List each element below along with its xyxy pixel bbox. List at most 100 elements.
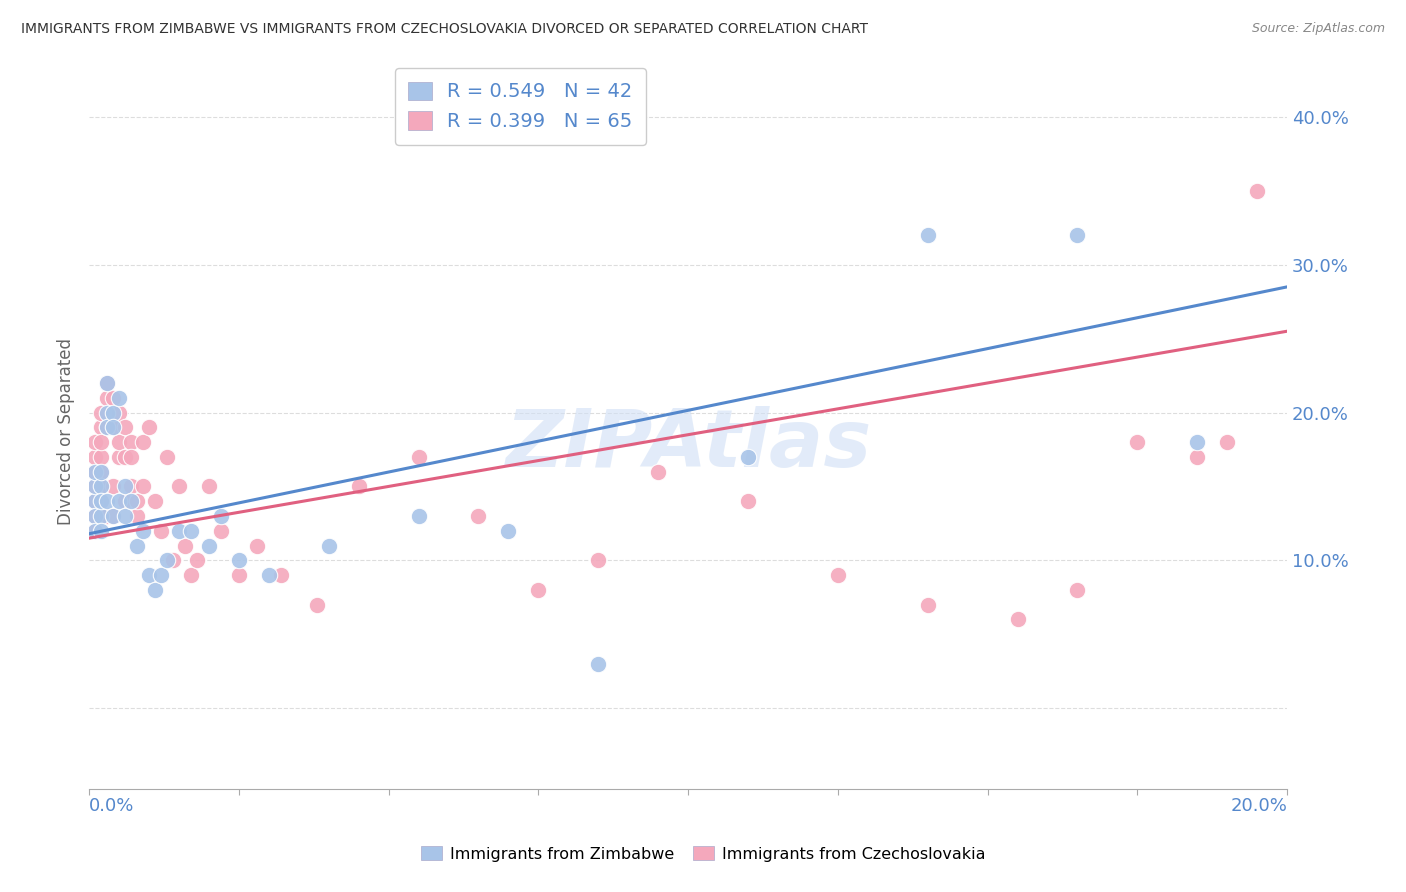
Text: 0.0%: 0.0%	[89, 797, 135, 815]
Point	[101, 420, 124, 434]
Point	[120, 494, 142, 508]
Point	[101, 420, 124, 434]
Text: 20.0%: 20.0%	[1230, 797, 1286, 815]
Point	[1216, 435, 1239, 450]
Point	[125, 539, 148, 553]
Point	[156, 553, 179, 567]
Point	[108, 391, 131, 405]
Point	[90, 450, 112, 464]
Point	[132, 435, 155, 450]
Point	[156, 450, 179, 464]
Point	[114, 479, 136, 493]
Point	[138, 420, 160, 434]
Point	[1187, 450, 1209, 464]
Point	[84, 508, 107, 523]
Point	[198, 479, 221, 493]
Point	[96, 420, 118, 434]
Point	[318, 539, 340, 553]
Point	[180, 568, 202, 582]
Point	[125, 494, 148, 508]
Point	[180, 524, 202, 538]
Point	[84, 524, 107, 538]
Point	[228, 568, 250, 582]
Point	[527, 582, 550, 597]
Point	[101, 479, 124, 493]
Point	[114, 508, 136, 523]
Point	[143, 494, 166, 508]
Legend: R = 0.549   N = 42, R = 0.399   N = 65: R = 0.549 N = 42, R = 0.399 N = 65	[395, 68, 645, 145]
Point	[84, 494, 107, 508]
Point	[647, 465, 669, 479]
Point	[90, 494, 112, 508]
Point	[90, 524, 112, 538]
Point	[1066, 582, 1088, 597]
Point	[257, 568, 280, 582]
Point	[84, 435, 107, 450]
Point	[408, 508, 430, 523]
Point	[90, 420, 112, 434]
Point	[84, 479, 107, 493]
Point	[84, 465, 107, 479]
Point	[114, 420, 136, 434]
Point	[101, 508, 124, 523]
Point	[149, 568, 172, 582]
Point	[917, 598, 939, 612]
Point	[96, 391, 118, 405]
Point	[132, 479, 155, 493]
Point	[114, 494, 136, 508]
Point	[347, 479, 370, 493]
Y-axis label: Divorced or Separated: Divorced or Separated	[58, 337, 75, 524]
Point	[174, 539, 197, 553]
Point	[108, 494, 131, 508]
Point	[108, 450, 131, 464]
Point	[737, 494, 759, 508]
Point	[138, 568, 160, 582]
Point	[408, 450, 430, 464]
Point	[96, 420, 118, 434]
Point	[167, 524, 190, 538]
Point	[90, 435, 112, 450]
Point	[498, 524, 520, 538]
Point	[90, 494, 112, 508]
Point	[132, 524, 155, 538]
Point	[1007, 612, 1029, 626]
Text: Source: ZipAtlas.com: Source: ZipAtlas.com	[1251, 22, 1385, 36]
Point	[114, 450, 136, 464]
Legend: Immigrants from Zimbabwe, Immigrants from Czechoslovakia: Immigrants from Zimbabwe, Immigrants fro…	[415, 839, 991, 868]
Point	[149, 524, 172, 538]
Point	[1126, 435, 1149, 450]
Point	[125, 508, 148, 523]
Point	[84, 508, 107, 523]
Point	[228, 553, 250, 567]
Point	[101, 405, 124, 419]
Point	[586, 553, 609, 567]
Point	[90, 465, 112, 479]
Point	[209, 508, 232, 523]
Point	[1066, 228, 1088, 243]
Point	[84, 450, 107, 464]
Point	[198, 539, 221, 553]
Point	[96, 405, 118, 419]
Point	[917, 228, 939, 243]
Point	[246, 539, 269, 553]
Point	[108, 435, 131, 450]
Point	[84, 494, 107, 508]
Point	[1246, 184, 1268, 198]
Point	[186, 553, 208, 567]
Point	[120, 450, 142, 464]
Point	[96, 376, 118, 390]
Point	[827, 568, 849, 582]
Point	[467, 508, 489, 523]
Point	[1187, 435, 1209, 450]
Text: ZIPAtlas: ZIPAtlas	[505, 407, 872, 484]
Point	[90, 479, 112, 493]
Point	[101, 508, 124, 523]
Text: IMMIGRANTS FROM ZIMBABWE VS IMMIGRANTS FROM CZECHOSLOVAKIA DIVORCED OR SEPARATED: IMMIGRANTS FROM ZIMBABWE VS IMMIGRANTS F…	[21, 22, 868, 37]
Point	[167, 479, 190, 493]
Point	[90, 405, 112, 419]
Point	[209, 524, 232, 538]
Point	[586, 657, 609, 671]
Point	[143, 582, 166, 597]
Point	[120, 479, 142, 493]
Point	[737, 450, 759, 464]
